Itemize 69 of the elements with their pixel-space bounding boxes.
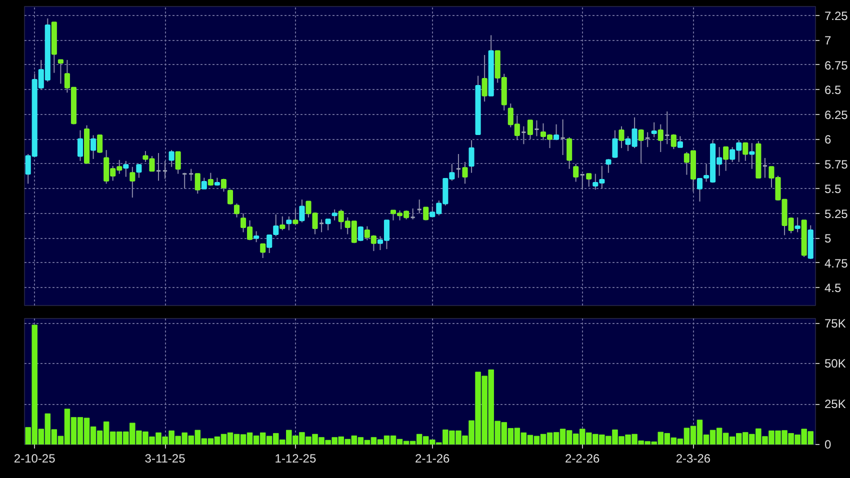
y-tick-label: 7 — [824, 34, 832, 48]
candlestick — [462, 161, 468, 184]
candlestick — [573, 163, 579, 182]
y-tick-label: 6 — [824, 132, 832, 147]
x-tick-label: 2-10-25 — [14, 452, 56, 466]
x-tick-label: 2-3-26 — [676, 452, 711, 466]
candlestick — [254, 230, 260, 243]
candlestick — [742, 142, 748, 162]
candlestick — [168, 150, 174, 168]
candlestick — [234, 203, 240, 218]
candlestick — [618, 126, 624, 149]
y-tick-label: 0 — [824, 438, 832, 452]
candlestick — [696, 178, 703, 202]
candlestick — [220, 178, 226, 192]
y-tick-label: 6.25 — [824, 108, 848, 122]
y-tick-label: 7.25 — [824, 8, 848, 23]
candlestick — [175, 151, 181, 174]
candlestick — [136, 163, 142, 178]
candlestick — [482, 54, 488, 102]
x-tick-label: 1-12-25 — [274, 452, 316, 466]
y-tick-label: 6.75 — [824, 58, 848, 72]
candlestick — [266, 234, 272, 254]
y-tick-label: 4.5 — [824, 281, 842, 296]
candlestick — [194, 173, 200, 194]
candlestick — [612, 130, 618, 158]
y-tick-label: 5.25 — [824, 206, 848, 221]
x-tick-label: 3-11-25 — [144, 452, 186, 466]
candlestick — [208, 172, 214, 186]
candlestick — [723, 146, 729, 172]
candlestick — [201, 177, 207, 190]
candlestick — [286, 216, 292, 231]
candlestick — [325, 218, 331, 231]
candlestick — [586, 173, 592, 188]
candlestick — [749, 142, 755, 170]
y-tick-label: 6.5 — [824, 83, 842, 98]
candlestick — [554, 124, 560, 141]
candlestick — [58, 59, 64, 84]
candlestick — [658, 124, 664, 153]
y-tick-label: 5 — [824, 232, 832, 246]
candlestick — [423, 206, 429, 221]
candlestick — [670, 134, 676, 150]
y-tick-label: 5.5 — [824, 182, 842, 196]
candlestick — [280, 216, 286, 231]
candlestick — [468, 140, 474, 174]
y-tick-label: 25K — [824, 397, 846, 412]
candlestick — [527, 120, 533, 140]
candlestick — [227, 189, 234, 206]
candlestick — [794, 216, 800, 233]
candlestick — [260, 243, 266, 258]
candlestick — [566, 136, 572, 170]
y-tick-label: 5.75 — [824, 157, 848, 172]
candlestick — [638, 128, 644, 164]
x-tick-label: 2-2-26 — [565, 452, 600, 466]
candlestick — [123, 160, 129, 178]
candlestick — [273, 214, 279, 237]
candlestick — [299, 199, 305, 223]
candlestick — [651, 122, 657, 138]
candlestick — [97, 134, 103, 154]
y-tick-label: 50K — [824, 356, 846, 371]
y-tick-label: 4.75 — [824, 256, 848, 270]
candlestick — [292, 208, 298, 224]
candlestick — [332, 208, 338, 221]
x-tick-label: 2-1-26 — [415, 452, 450, 466]
candlestick — [77, 130, 84, 162]
y-tick-label: 75K — [824, 316, 846, 330]
candlestick — [130, 166, 136, 198]
candlestick — [677, 136, 683, 148]
candlestick — [90, 134, 96, 160]
candlestick — [606, 158, 612, 174]
